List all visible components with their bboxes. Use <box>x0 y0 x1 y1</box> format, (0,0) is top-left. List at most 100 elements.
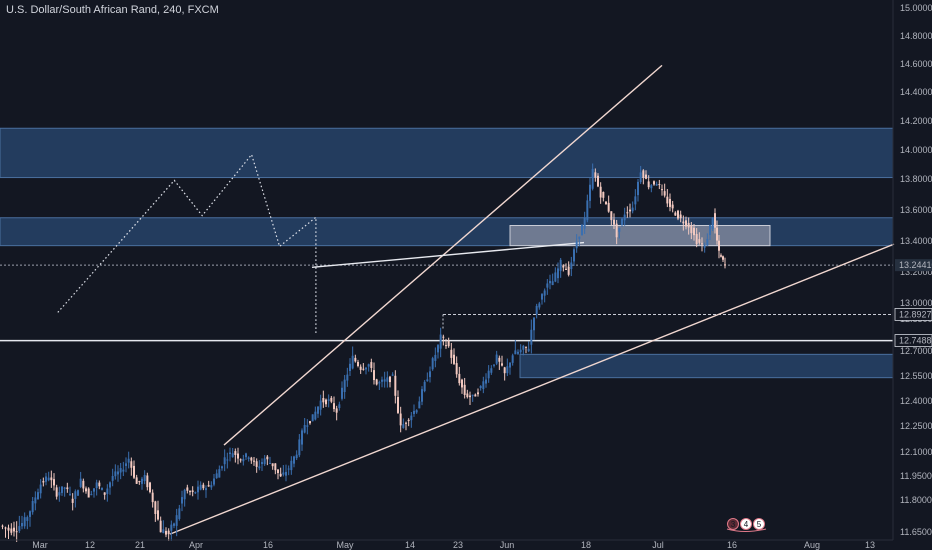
time-tick-label: Mar <box>32 540 48 550</box>
candle-body <box>117 471 119 475</box>
candle-body <box>637 181 639 196</box>
candle-body <box>543 290 546 296</box>
price-axis[interactable]: 15.00000 14.80000 14.60000 14.40000 14.20000… <box>892 0 932 540</box>
candle-body <box>720 255 722 257</box>
candle-body <box>159 520 162 533</box>
time-tick-label: 18 <box>581 540 591 550</box>
candle-body <box>69 493 71 495</box>
candle-body <box>517 351 519 354</box>
price-tick-label: 11.65000 <box>900 527 932 537</box>
candle-body <box>613 219 615 225</box>
candle-body <box>295 454 298 459</box>
horizontal-levels <box>0 264 893 342</box>
candle-body <box>301 430 303 445</box>
candle-body <box>487 370 490 379</box>
candle-body <box>226 459 229 461</box>
candle-body <box>213 478 215 485</box>
candle-body <box>410 415 413 421</box>
candle-body <box>442 336 445 338</box>
candle-body <box>458 373 461 384</box>
candle-body <box>258 466 261 469</box>
candle-body <box>445 345 447 347</box>
candle-body <box>535 305 538 315</box>
candle-body <box>322 398 325 403</box>
candle-body <box>298 439 301 456</box>
candle-body <box>26 517 29 521</box>
upper-resistance-zone <box>0 127 894 179</box>
candle-body <box>149 482 151 493</box>
price-tick-label: 14.00000 <box>900 145 932 155</box>
time-tick-label: 14 <box>405 540 415 550</box>
candle-body <box>263 458 266 465</box>
candle-body <box>237 453 239 459</box>
candle-body <box>519 349 522 353</box>
candle-body <box>247 457 250 459</box>
candle-body <box>306 425 309 427</box>
candle-body <box>677 210 679 219</box>
candle-body <box>45 476 47 482</box>
candle-body <box>397 397 399 413</box>
price-tick-label: 11.80000 <box>900 495 932 505</box>
candle-body <box>703 245 706 248</box>
candle-body <box>106 488 109 494</box>
time-tick-label: 16 <box>263 540 273 550</box>
candle-body <box>205 488 207 491</box>
candle-body <box>685 220 687 227</box>
candle-body <box>10 528 13 533</box>
candle-body <box>647 181 650 188</box>
candle-body <box>549 280 551 284</box>
candle-body <box>554 272 557 282</box>
candle-body <box>202 484 205 489</box>
price-tick-label: 14.40000 <box>900 87 932 97</box>
candle-body <box>277 469 279 474</box>
time-axis[interactable]: Mar 12 21 Apr 16 May 14 23 Jun 18 Jul 16 Aug 13 <box>0 539 893 550</box>
candle-body <box>413 410 415 414</box>
candle-body <box>343 379 346 393</box>
candle-body <box>183 489 186 500</box>
candle-body <box>407 419 410 421</box>
candle-body <box>13 527 15 532</box>
candle-body <box>285 471 287 476</box>
price-tick-label: 11.95000 <box>900 471 932 481</box>
candle-body <box>34 497 37 504</box>
candle-body <box>349 363 351 371</box>
candle-body <box>317 406 319 414</box>
candle-body <box>119 468 122 473</box>
candle-body <box>485 379 487 384</box>
candle-body <box>130 461 133 468</box>
price-label-12.74885: 12.74885 <box>899 336 932 346</box>
candle-body <box>567 266 570 275</box>
candle-body <box>663 191 666 196</box>
time-tick-label: 21 <box>135 540 145 550</box>
candle-body <box>474 394 477 397</box>
candle-body <box>394 375 397 396</box>
candle-body <box>463 384 466 395</box>
candle-body <box>199 484 202 490</box>
neckline <box>311 241 585 269</box>
candle-body <box>362 368 365 370</box>
candle-body <box>250 457 253 461</box>
candle-body <box>709 225 711 236</box>
candle-body <box>109 482 111 488</box>
chart-title: U.S. Dollar/South African Rand, 240, FXC… <box>6 4 219 16</box>
candle-body <box>533 317 535 331</box>
time-tick-label: 23 <box>453 540 463 550</box>
candle-body <box>162 529 165 534</box>
candle-body <box>455 363 458 375</box>
price-label-13.24410: 13.24410 <box>899 260 932 270</box>
candle-body <box>367 364 370 367</box>
candle-body <box>722 256 724 260</box>
candle-body <box>63 487 66 489</box>
candle-body <box>143 474 146 481</box>
candle-body <box>602 191 605 198</box>
candle-body <box>111 476 114 481</box>
candle-body <box>31 500 34 513</box>
candle-body <box>1 525 4 527</box>
price-tick-label: 12.40000 <box>900 396 932 406</box>
candle-body <box>498 357 501 362</box>
candle-body <box>330 397 333 402</box>
candle-body <box>287 468 290 470</box>
candle-body <box>290 460 293 471</box>
